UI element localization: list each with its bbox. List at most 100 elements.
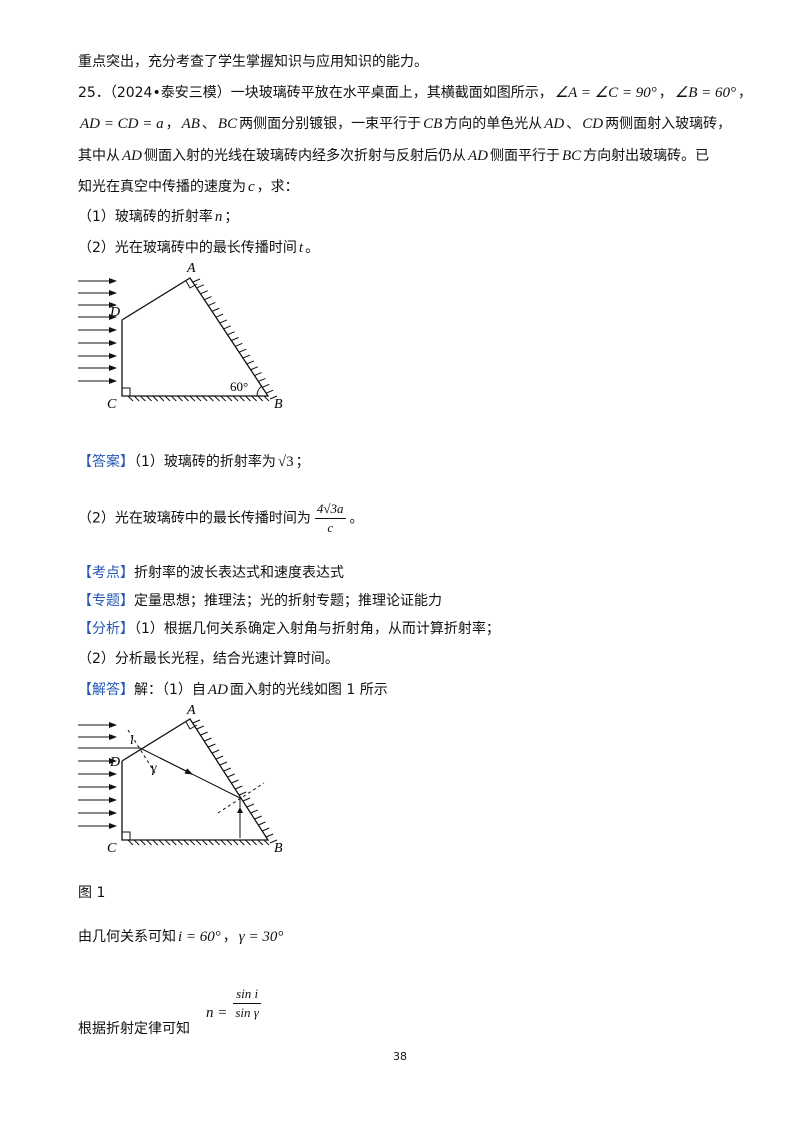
hatch xyxy=(231,779,239,784)
hatch xyxy=(250,366,258,371)
hatch xyxy=(189,839,196,846)
math: i = 60° xyxy=(178,929,221,945)
problem-line: 知光在真空中传播的速度为 c ，求： xyxy=(78,177,299,197)
hatch xyxy=(152,839,159,846)
math: c xyxy=(248,179,255,195)
hatch xyxy=(196,284,205,289)
math: AD xyxy=(122,148,142,164)
ray-arrow xyxy=(159,757,193,775)
hatch xyxy=(231,337,239,341)
hatch xyxy=(195,839,202,846)
hatch xyxy=(220,395,227,402)
text: 定量思想；推理法；光的折射专题；推理论证能力 xyxy=(134,593,442,609)
text: 、 xyxy=(566,116,581,132)
hatch xyxy=(146,395,152,402)
hatch xyxy=(262,383,270,388)
label: D xyxy=(109,305,120,320)
figure: A D C B i γ xyxy=(78,703,283,856)
tag: 【解答】 xyxy=(78,682,134,698)
text: 侧面平行于 xyxy=(490,148,560,164)
math: ∠B = 60° xyxy=(674,85,736,101)
hatch xyxy=(214,839,220,846)
right-angle xyxy=(122,387,131,396)
hatch xyxy=(262,827,270,832)
hatch xyxy=(238,839,245,846)
ray-arrow xyxy=(237,807,243,813)
hatch xyxy=(177,839,183,846)
text: 侧面入射的光线在玻璃砖内经多次折射与反射后仍从 xyxy=(144,148,466,164)
problem-line: （2）光在玻璃砖中的最长传播时间 t。 xyxy=(78,238,319,258)
label: B xyxy=(274,841,283,856)
tag: 【答案】 xyxy=(78,454,134,470)
text: （2）光在玻璃砖中的最长传播时间为 xyxy=(78,510,311,527)
hatch xyxy=(251,839,257,846)
numerator: 4√3a xyxy=(314,500,346,519)
math: γ = 30° xyxy=(238,929,284,945)
right-angle xyxy=(185,280,198,289)
hatch xyxy=(219,319,228,324)
hatch xyxy=(212,749,220,754)
text: （1）根据几何关系确定入射角与折射角，从而计算折射率； xyxy=(134,621,500,637)
hatch xyxy=(269,395,278,400)
hatch xyxy=(170,395,177,402)
hatch xyxy=(239,348,247,353)
text: 根据折射定律可知 xyxy=(78,1021,190,1037)
hatch xyxy=(177,395,183,402)
hatch xyxy=(183,395,189,402)
hatch xyxy=(195,395,202,402)
keypoint: 【考点】折射率的波长表达式和速度表达式 xyxy=(78,563,344,583)
hatch xyxy=(265,389,274,394)
right-angle xyxy=(122,831,131,840)
text: （2）光在玻璃砖中的最长传播时间 xyxy=(78,240,297,256)
right-angle xyxy=(185,721,198,730)
text: ， xyxy=(165,116,180,132)
hatch xyxy=(170,839,177,846)
hatch xyxy=(220,839,227,846)
hatch xyxy=(235,342,243,347)
hatch xyxy=(257,839,264,846)
hatch xyxy=(269,839,278,844)
hatch xyxy=(263,839,270,846)
math: AD xyxy=(207,682,228,698)
hatch xyxy=(246,803,255,808)
hatch xyxy=(146,839,152,846)
math: AD xyxy=(544,116,565,132)
text: 解：（1）自 xyxy=(134,682,206,698)
hatch xyxy=(250,809,258,814)
text: 方向的单色光从 xyxy=(444,116,543,132)
hatch xyxy=(140,839,146,846)
hatch xyxy=(204,737,212,742)
hatch xyxy=(127,395,134,402)
math: AD xyxy=(468,148,488,164)
hatch xyxy=(251,395,257,402)
hatch xyxy=(201,395,208,402)
tag: 【分析】 xyxy=(78,621,134,637)
hatch xyxy=(212,307,220,312)
text: 方向射出玻璃砖。已 xyxy=(583,148,710,164)
hatch xyxy=(204,296,212,301)
hatch xyxy=(189,395,196,402)
figure: A D C B 60° xyxy=(78,261,283,412)
tag: 【考点】 xyxy=(78,565,134,581)
label: C xyxy=(107,397,117,412)
hatch xyxy=(227,331,235,336)
figure-caption: 图 1 xyxy=(78,885,106,901)
hatch xyxy=(164,395,171,402)
fraction: 4√3a c xyxy=(314,500,346,537)
math: CD xyxy=(582,116,604,132)
math: BC xyxy=(562,148,582,164)
answer-line: （2）光在玻璃砖中的最长传播时间为 4√3a c。 xyxy=(78,500,364,537)
text: 。 xyxy=(305,240,320,256)
hatch xyxy=(232,839,239,846)
hatch xyxy=(208,395,214,402)
denominator: sin γ xyxy=(235,1005,259,1020)
text: ， xyxy=(737,85,752,101)
analysis: （2）分析最长光程，结合光速计算时间。 xyxy=(78,651,339,667)
text: ； xyxy=(295,454,310,470)
text: 、 xyxy=(201,116,216,132)
text: 两侧面分别镀银，一束平行于 xyxy=(239,116,422,132)
prism xyxy=(121,277,270,397)
hatch xyxy=(254,372,262,377)
text: 面入射的光线如图 1 所示 xyxy=(229,682,388,698)
